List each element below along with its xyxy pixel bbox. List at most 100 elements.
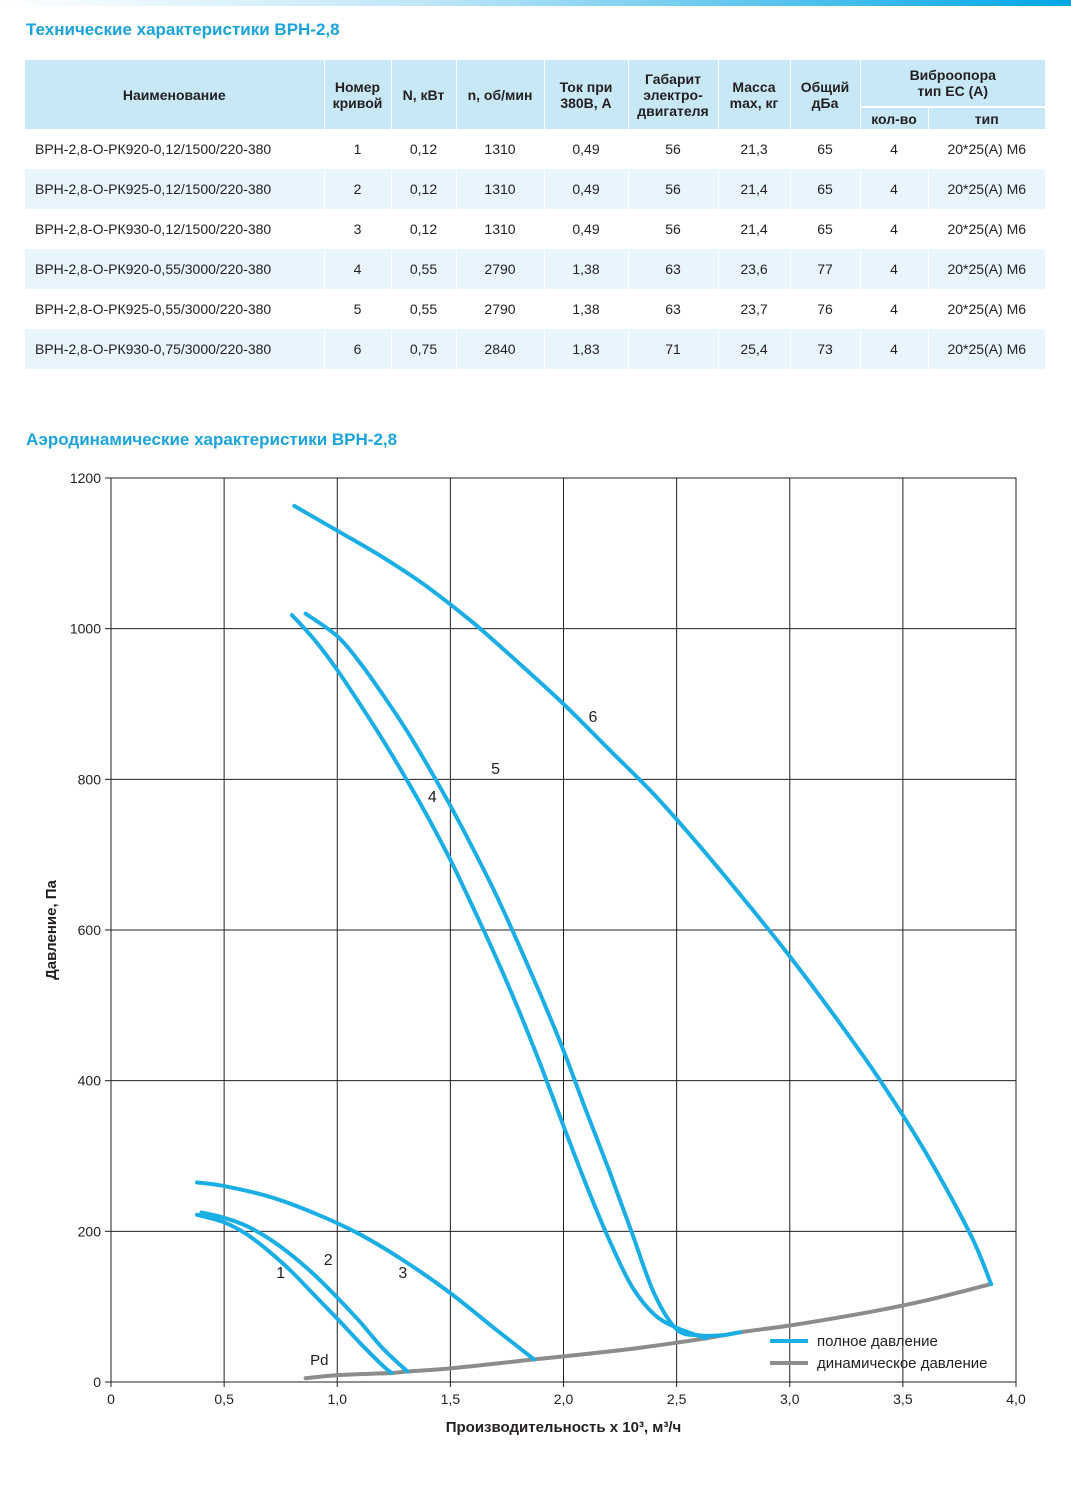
table-cell-mass: 21,4 <box>718 169 791 209</box>
x-tick-label: 2,0 <box>554 1391 574 1407</box>
header-rpm: n, об/мин <box>456 60 545 129</box>
table-cell-frame: 71 <box>628 329 719 369</box>
y-tick-label: 1000 <box>70 621 101 637</box>
y-axis-title: Давление, Па <box>43 879 60 979</box>
series-label-2: 2 <box>324 1252 333 1269</box>
table-cell-qty: 4 <box>860 249 929 289</box>
y-tick-label: 400 <box>78 1073 102 1089</box>
series-line-2 <box>199 1210 410 1374</box>
series-line-6 <box>292 503 994 1287</box>
tech-specs-title: Технические характеристики ВРН-2,8 <box>26 20 340 39</box>
aero-chart: 0 0,5 1,0 1,5 2,0 2,5 3,0 3,5 4,0 0 200 400 600 800 10… <box>43 470 1026 1436</box>
table-cell-curve: 2 <box>324 169 392 209</box>
table-cell-mass: 23,7 <box>718 289 791 329</box>
top-accent-bar <box>0 0 1071 6</box>
table-cell-qty: 4 <box>860 129 929 169</box>
header-mass: Масса max, кг <box>718 60 791 129</box>
series-label-1: 1 <box>276 1265 285 1282</box>
header-vibro-qty: кол-во <box>860 106 929 129</box>
y-tick-label: 0 <box>93 1374 101 1390</box>
table-cell-current: 0,49 <box>544 209 629 249</box>
table-cell-noise: 65 <box>790 209 861 249</box>
header-vibro-type: тип <box>928 106 1045 129</box>
table-cell-type: 20*25(А) М6 <box>947 221 1027 237</box>
table-cell-name: ВРН-2,8-О-РК920-0,55/3000/220-380 <box>25 249 325 289</box>
table-cell-name: ВРН-2,8-О-РК930-0,12/1500/220-380 <box>25 209 325 249</box>
table-cell-noise: 76 <box>790 289 861 329</box>
table-cell-power: 0,12 <box>391 169 457 209</box>
x-tick-label: 0,5 <box>214 1391 234 1407</box>
y-tick-label: 200 <box>78 1223 102 1239</box>
table-row: ВРН-2,8-О-РК920-0,55/3000/220-380 4 0,55 27… <box>25 249 1045 289</box>
table-cell-rpm: 2790 <box>456 289 545 329</box>
table-cell-noise: 77 <box>790 249 861 289</box>
table-cell-power: 0,55 <box>391 249 457 289</box>
table-row: ВРН-2,8-О-РК925-0,55/3000/220-380 5 0,55 27… <box>25 289 1045 329</box>
x-tick-label: 1,0 <box>328 1391 348 1407</box>
table-cell-type: 20*25(А) М6 <box>947 141 1027 157</box>
table-cell-current: 0,49 <box>544 169 629 209</box>
table-cell-curve: 1 <box>324 129 392 169</box>
table-cell-noise: 65 <box>790 129 861 169</box>
table-row: ВРН-2,8-О-РК930-0,12/1500/220-380 3 0,12 13… <box>25 209 1045 249</box>
table-row: ВРН-2,8-О-РК925-0,12/1500/220-380 2 0,12 13… <box>25 169 1045 209</box>
table-cell-mass: 25,4 <box>718 329 791 369</box>
table-cell-current: 1,83 <box>544 329 629 369</box>
header-current: Ток при 380В, А <box>544 60 629 129</box>
header-noise: Общий дБа <box>790 60 861 129</box>
table-cell-type: 20*25(А) М6 <box>928 169 1045 209</box>
series-line-3 <box>195 1180 537 1362</box>
x-tick-label: 3,5 <box>893 1391 913 1407</box>
table-cell-frame: 63 <box>628 289 719 329</box>
table-cell-rpm: 1310 <box>456 129 545 169</box>
table-cell-rpm: 2840 <box>456 329 545 369</box>
spec-table-body: ВРН-2,8-О-РК920-0,12/1500/220-380 1 0,12 13… <box>25 129 1045 369</box>
table-cell-curve: 3 <box>324 209 392 249</box>
x-tick-label: 3,0 <box>780 1391 800 1407</box>
table-cell-rpm: 2790 <box>456 249 545 289</box>
table-cell-qty: 4 <box>860 209 929 249</box>
table-cell-rpm: 1310 <box>456 209 545 249</box>
table-cell-current: 1,38 <box>544 289 629 329</box>
table-cell-qty: 4 <box>860 289 929 329</box>
table-cell-qty: 4 <box>860 169 929 209</box>
table-cell-name: ВРН-2,8-О-РК930-0,75/3000/220-380 <box>25 329 325 369</box>
dynamic-pressure-label: Pd <box>310 1352 328 1369</box>
table-cell-current: 1,38 <box>544 249 629 289</box>
x-axis-title: Производительность х 10³, м³/ч <box>446 1419 682 1436</box>
table-cell-frame: 56 <box>628 209 719 249</box>
table-cell-mass: 21,3 <box>718 129 791 169</box>
header-power: N, кВт <box>391 60 457 129</box>
table-row: ВРН-2,8-О-РК920-0,12/1500/220-380 1 0,12 13… <box>25 129 1045 169</box>
table-cell-curve: 4 <box>324 249 392 289</box>
table-row: ВРН-2,8-О-РК930-0,75/3000/220-380 6 0,75 28… <box>25 329 1045 369</box>
table-cell-name: ВРН-2,8-О-РК925-0,12/1500/220-380 <box>25 169 325 209</box>
table-cell-type: 20*25(А) М6 <box>947 301 1027 317</box>
legend-label-dynamic: динамическое давление <box>817 1355 988 1372</box>
table-cell-frame: 56 <box>628 169 719 209</box>
table-cell-noise: 65 <box>790 169 861 209</box>
dynamic-pressure-line <box>303 1282 994 1381</box>
table-cell-name: ВРН-2,8-О-РК920-0,12/1500/220-380 <box>25 129 325 169</box>
table-cell-mass: 21,4 <box>718 209 791 249</box>
header-vibro: Виброопора тип ЕС (А) <box>860 60 1045 107</box>
table-cell-power: 0,75 <box>391 329 457 369</box>
x-tick-label: 1,5 <box>441 1391 461 1407</box>
series-label-5: 5 <box>491 761 500 778</box>
table-cell-power: 0,55 <box>391 289 457 329</box>
x-tick-label: 4,0 <box>1006 1391 1026 1407</box>
y-tick-label: 600 <box>78 922 102 938</box>
table-cell-rpm: 1310 <box>456 169 545 209</box>
header-name: Наименование <box>25 60 325 129</box>
table-cell-qty: 4 <box>860 329 929 369</box>
table-cell-curve: 6 <box>324 329 392 369</box>
y-tick-label: 1200 <box>70 470 101 486</box>
header-curve: Номер кривой <box>324 60 392 129</box>
table-cell-noise: 73 <box>790 329 861 369</box>
series-label-3: 3 <box>398 1265 407 1282</box>
series-label-6: 6 <box>588 709 597 726</box>
table-cell-power: 0,12 <box>391 129 457 169</box>
table-cell-type: 20*25(А) М6 <box>928 249 1045 289</box>
header-frame: Габарит электро-двигателя <box>628 60 719 129</box>
spec-table: Наименование Номер кривой N, кВт n, об/ми… <box>25 60 1045 369</box>
